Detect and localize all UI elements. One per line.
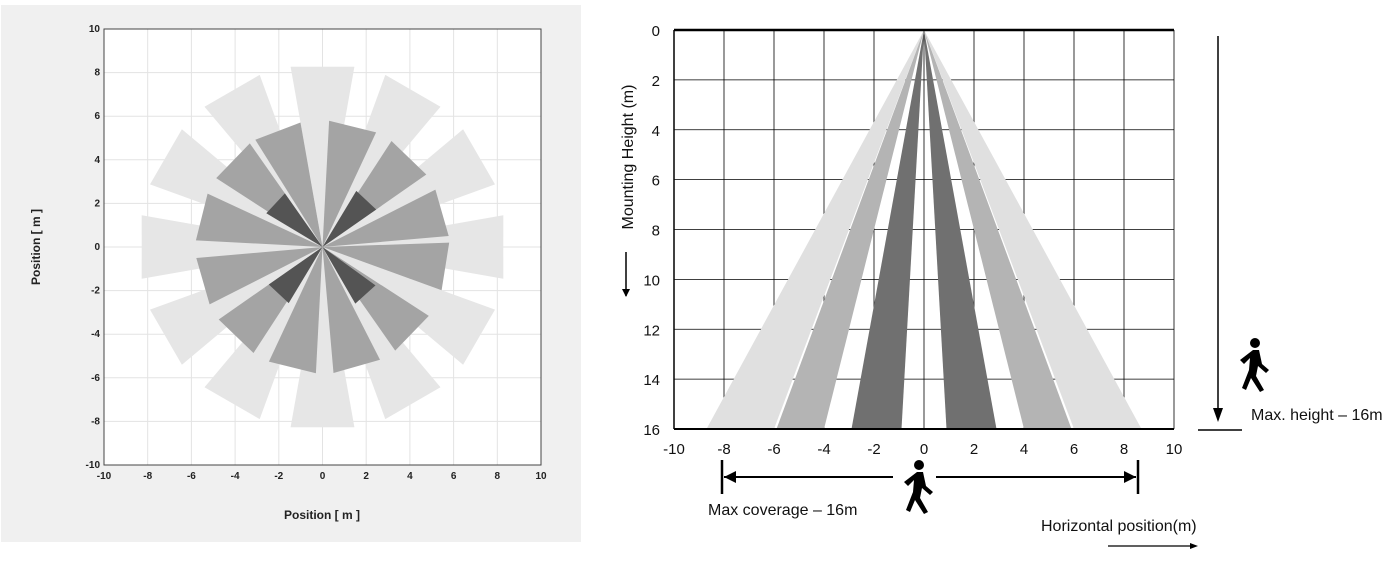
left-tick-labels: -10 -8 -6 -4 -2 0 2 4 6 8 10 -10 -8 -6 -4 -2 0 2 4 6 8 10 [86, 24, 547, 482]
right-beams [706, 30, 1142, 429]
left-x-tick-label: -10 [97, 471, 112, 482]
right-x-tick-label: -6 [767, 441, 780, 458]
max-coverage-label: Max coverage – 16m [708, 502, 857, 519]
right-y-tick-label: 6 [652, 173, 660, 190]
left-x-tick-label: -6 [187, 471, 196, 482]
sector-outer [150, 247, 323, 365]
right-x-tick-label: 4 [1020, 441, 1028, 458]
down-arrow-icon [622, 252, 630, 297]
sector-outer [141, 215, 323, 279]
left-y-tick-label: -2 [91, 286, 100, 297]
right-x-tick-label: 2 [970, 441, 978, 458]
right-x-tick-label: 10 [1166, 441, 1183, 458]
left-x-tick-label: -4 [231, 471, 240, 482]
left-sectors [141, 66, 504, 428]
beam-outer-left [706, 30, 924, 429]
sector-outer [204, 74, 323, 248]
left-x-tick-label: 2 [363, 471, 369, 482]
sector-inner [322, 190, 377, 247]
right-y-axis-label: Mounting Height (m) [620, 85, 637, 230]
right-x-axis-label: Horizontal position(m) [1041, 518, 1197, 535]
left-x-tick-label: 6 [451, 471, 457, 482]
sector-middle [322, 120, 377, 247]
left-y-tick-label: 2 [94, 198, 100, 209]
sector-middle [322, 242, 450, 291]
left-y-tick-label: 6 [94, 111, 100, 122]
left-y-axis-label: Position [ m ] [29, 209, 43, 285]
right-y-tick-label: 0 [652, 23, 660, 40]
right-y-tick-label: 2 [652, 73, 660, 90]
left-y-tick-label: -8 [91, 416, 100, 427]
walking-person-icon [904, 460, 933, 514]
left-panel: -10 -8 -6 -4 -2 0 2 4 6 8 10 -10 -8 -6 -4 -2 0 2 4 6 8 10 Pos… [1, 5, 581, 542]
sector-outer [290, 66, 355, 247]
left-x-tick-label: 8 [495, 471, 501, 482]
sector-middle [195, 193, 323, 247]
sector-middle [196, 247, 323, 305]
left-x-axis-label: Position [ m ] [284, 508, 360, 522]
left-y-tick-label: 0 [94, 242, 100, 253]
right-x-tick-label: 6 [1070, 441, 1078, 458]
sector-inner [322, 247, 376, 304]
right-y-tick-label: 10 [643, 272, 660, 289]
right-x-tick-label: 8 [1120, 441, 1128, 458]
sector-middle [255, 122, 323, 247]
right-y-tick-label: 8 [652, 223, 660, 240]
right-x-tick-label: -10 [663, 441, 685, 458]
right-x-tick-label: -4 [817, 441, 830, 458]
right-tick-labels: -10 -8 -6 -4 -2 0 2 4 6 8 10 0 2 4 6 8 10 12 14 16 [643, 23, 1182, 458]
left-y-tick-label: 10 [89, 24, 101, 35]
beam-outer-right [924, 30, 1142, 429]
sector-inner [266, 193, 323, 247]
right-y-tick-label: 16 [643, 422, 660, 439]
right-x-tick-label: 0 [920, 441, 928, 458]
max-height-label: Max. height – 16m [1251, 407, 1383, 424]
walking-person-icon [1240, 338, 1269, 392]
left-y-tick-label: -4 [91, 329, 100, 340]
right-x-tick-label: -8 [717, 441, 730, 458]
left-plot-border [103, 28, 542, 466]
beam-inner-right [924, 30, 997, 429]
beam-mid-right [924, 30, 1072, 429]
right-y-tick-label: 4 [652, 123, 660, 140]
max-height-arrow [1198, 36, 1242, 431]
right-x-tick-label: -2 [867, 441, 880, 458]
left-x-tick-label: 0 [320, 471, 326, 482]
beam-mid-left [776, 30, 924, 429]
left-x-tick-label: -8 [143, 471, 152, 482]
beam-inner-left [851, 30, 924, 429]
left-y-tick-label: -10 [86, 460, 101, 471]
sector-middle [268, 247, 323, 374]
sector-outer [322, 129, 495, 247]
left-x-tick-label: -2 [274, 471, 283, 482]
sector-middle [322, 189, 449, 247]
sector-inner [268, 247, 323, 304]
left-x-tick-label: 4 [407, 471, 413, 482]
sector-outer [290, 247, 355, 428]
right-y-tick-label: 12 [643, 322, 660, 339]
right-y-tick-label: 14 [643, 372, 660, 389]
left-y-tick-label: 4 [94, 155, 100, 166]
right-panel: -10 -8 -6 -4 -2 0 2 4 6 8 10 0 2 4 6 8 10 12 14 16 Mounting… [620, 23, 1383, 549]
left-y-tick-label: -6 [91, 373, 100, 384]
max-coverage-bracket [720, 460, 1140, 494]
left-y-tick-label: 8 [94, 68, 100, 79]
right-arrow-icon [1108, 543, 1198, 549]
left-x-tick-label: 10 [535, 471, 547, 482]
sector-middle [322, 247, 380, 373]
